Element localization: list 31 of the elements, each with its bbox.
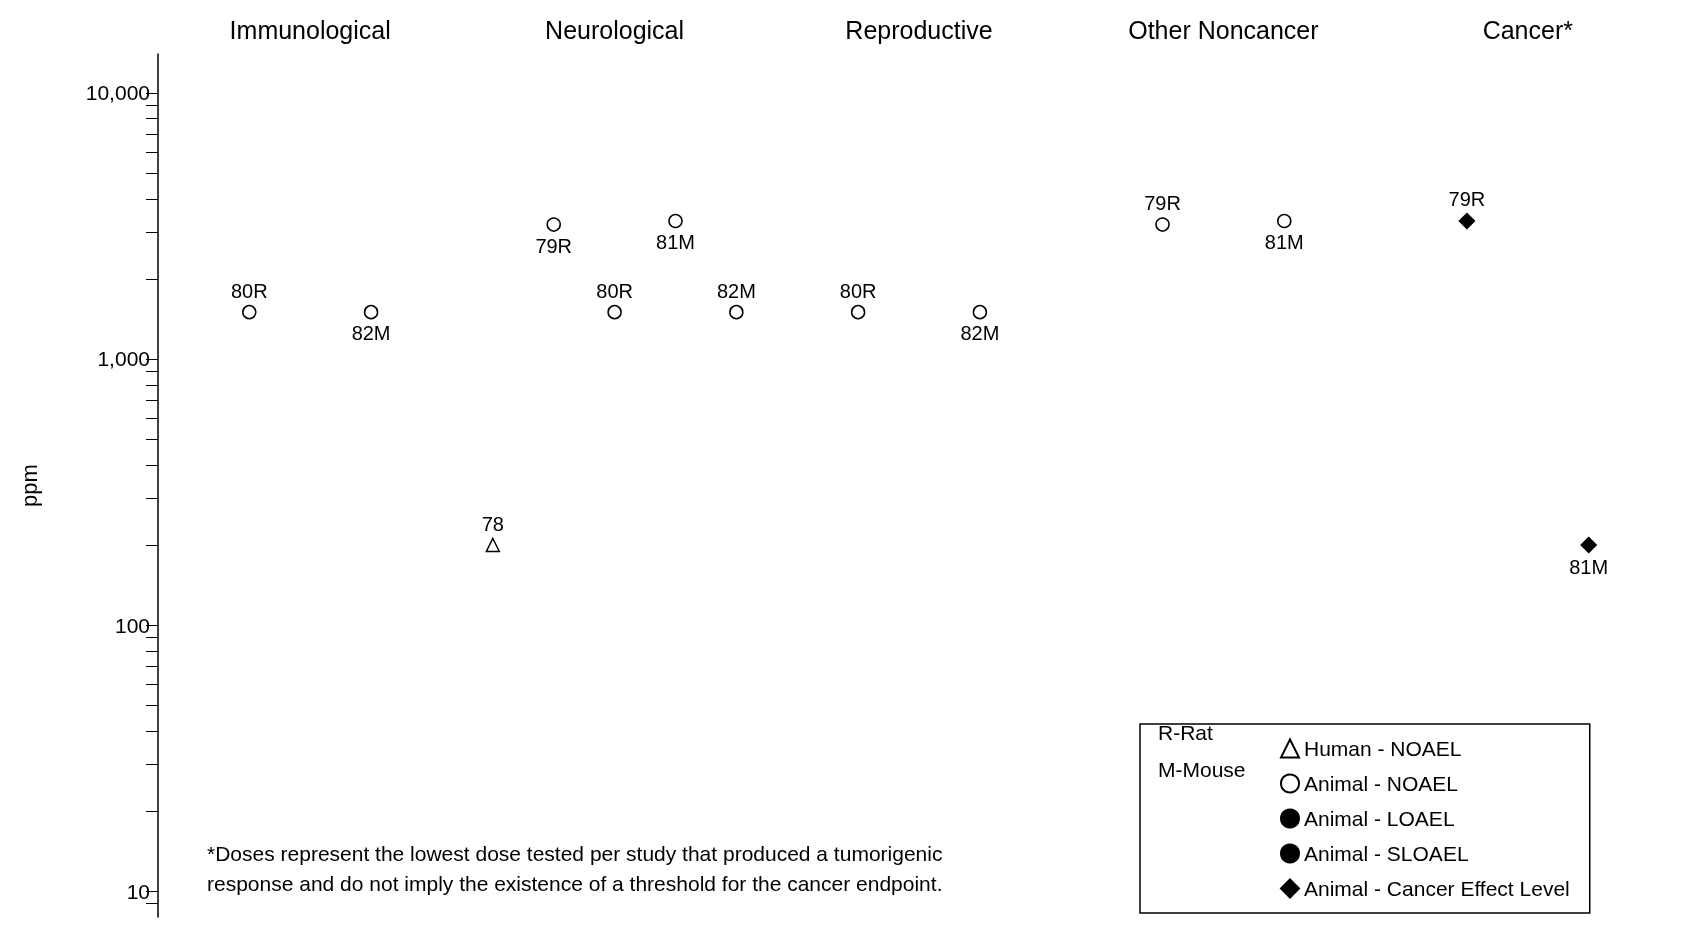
x-tick-label: Other Noncancer bbox=[1128, 15, 1319, 44]
x-tick-label: Neurological bbox=[545, 15, 685, 44]
x-tick-label: Immunological bbox=[229, 15, 391, 44]
legend-label: Human - NOAEL bbox=[1304, 737, 1462, 760]
annotation: 80R bbox=[230, 279, 268, 302]
annotation: 81M bbox=[1569, 556, 1609, 579]
annotation: 79R bbox=[1144, 192, 1181, 215]
legend-label: Animal - Cancer Effect Level bbox=[1304, 877, 1570, 900]
x-tick-label: Cancer* bbox=[1482, 15, 1574, 44]
legend-label: Animal - LOAEL bbox=[1304, 807, 1455, 830]
annotation: 82M bbox=[716, 279, 756, 302]
y-tick-label: 1,000 bbox=[97, 347, 150, 371]
legend-label: Animal - SLOAEL bbox=[1304, 842, 1469, 865]
annotation: 82M bbox=[351, 322, 391, 345]
y-tick-label: 10,000 bbox=[85, 81, 150, 105]
x-tick-label: Reproductive bbox=[845, 15, 993, 44]
annotation: 81M bbox=[656, 231, 695, 254]
y-axis-title: ppm bbox=[16, 464, 42, 507]
legend-label: Animal - NOAEL bbox=[1304, 772, 1459, 795]
annotation: *Doses represent the lowest dose tested per study that produced a tumorigenic response and do not imply the existence of a threshold for the cancer endpoint. bbox=[207, 841, 949, 895]
y-tick-label: 100 bbox=[114, 613, 150, 637]
annotation: 78 bbox=[481, 512, 504, 535]
y-tick-label: 10 bbox=[126, 879, 150, 903]
annotation: 80R bbox=[839, 279, 877, 302]
annotation: 82M bbox=[960, 322, 1000, 345]
annotation: 80R bbox=[596, 279, 633, 302]
annotation: 79R bbox=[535, 234, 573, 257]
annotation: 79R bbox=[1448, 187, 1486, 210]
annotation: 81M bbox=[1264, 231, 1304, 254]
annotation: M-Mouse bbox=[1158, 758, 1246, 781]
annotation: R-Rat bbox=[1158, 721, 1213, 744]
